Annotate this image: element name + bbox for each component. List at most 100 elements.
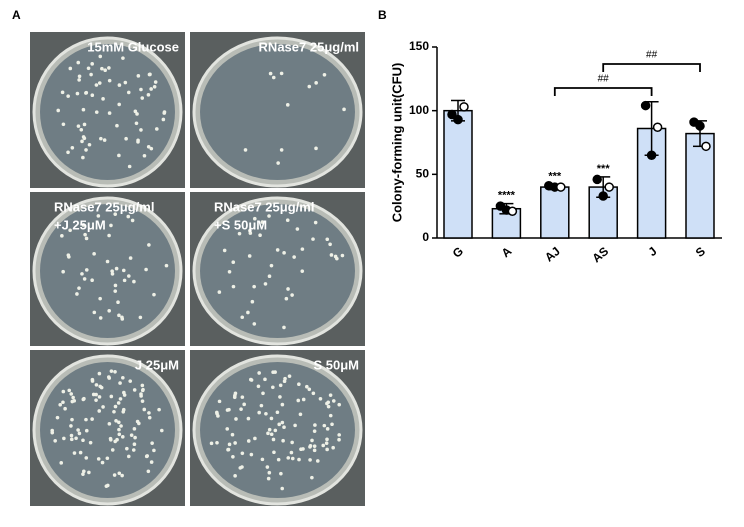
colony — [76, 428, 80, 432]
bar — [685, 132, 715, 239]
colony — [138, 315, 143, 320]
colony — [119, 424, 123, 428]
bar — [540, 186, 570, 239]
colony — [307, 84, 312, 89]
colony — [59, 461, 64, 465]
colony — [237, 231, 242, 236]
data-point — [646, 150, 657, 160]
x-tick-label: AS — [589, 244, 611, 265]
colony — [97, 409, 102, 413]
colony — [146, 469, 151, 474]
y-tick-label: 150 — [409, 39, 429, 53]
data-point — [592, 174, 602, 185]
colony — [69, 437, 74, 442]
agar — [40, 362, 175, 498]
colony — [117, 153, 121, 158]
colony — [227, 442, 232, 447]
colony — [107, 375, 111, 379]
colony — [104, 484, 109, 488]
data-point — [459, 102, 469, 112]
colony — [114, 418, 118, 423]
colony — [209, 441, 214, 446]
colony — [68, 66, 73, 71]
colony — [141, 387, 145, 392]
colony — [123, 80, 128, 85]
colony — [310, 438, 314, 443]
colony — [265, 465, 270, 469]
plate-caption: J 25μM — [135, 357, 179, 372]
colony — [107, 233, 111, 238]
colony — [263, 377, 267, 382]
colony — [266, 431, 270, 436]
data-point — [447, 109, 457, 120]
colony — [289, 450, 294, 455]
colony — [279, 148, 284, 152]
colony — [234, 417, 238, 421]
colony — [285, 218, 290, 223]
colony — [77, 78, 81, 82]
colony — [67, 255, 71, 259]
colony — [98, 54, 103, 59]
colony — [94, 110, 99, 114]
colony — [312, 429, 317, 433]
colony — [140, 96, 145, 100]
colony — [127, 164, 132, 169]
colony — [97, 371, 102, 376]
colony — [283, 376, 287, 381]
comparison-bracket — [602, 63, 701, 72]
colony — [63, 406, 67, 411]
colony — [132, 442, 137, 447]
x-tick-label: A — [499, 244, 515, 261]
colony — [77, 286, 81, 290]
colony — [70, 145, 75, 150]
colony — [97, 81, 102, 85]
bar — [443, 109, 473, 239]
colony — [108, 436, 113, 441]
colony — [233, 441, 237, 445]
colony — [92, 252, 96, 256]
colony — [117, 313, 121, 318]
colony — [253, 436, 257, 441]
colony — [227, 269, 232, 274]
colony — [276, 457, 281, 462]
colony — [84, 236, 89, 241]
colony — [275, 410, 280, 415]
colony — [117, 432, 122, 437]
colony — [249, 452, 254, 457]
colony — [107, 422, 112, 426]
colony — [69, 424, 73, 428]
colony — [132, 388, 137, 392]
colony — [53, 438, 57, 443]
colony — [324, 441, 329, 445]
colony — [257, 371, 261, 375]
colony — [147, 411, 151, 415]
colony — [267, 214, 271, 218]
colony — [148, 72, 152, 77]
colony — [67, 388, 72, 393]
colony — [278, 395, 282, 399]
colony — [82, 122, 87, 127]
colony — [80, 139, 84, 144]
colony — [116, 300, 120, 305]
colony — [94, 383, 99, 387]
colony — [252, 284, 256, 289]
colony — [69, 433, 74, 438]
colony — [61, 400, 65, 405]
colony — [90, 377, 95, 382]
colony — [276, 161, 280, 165]
colony — [328, 393, 333, 397]
colony — [84, 456, 89, 460]
colony — [248, 228, 252, 233]
colony — [297, 457, 301, 462]
colony — [325, 447, 329, 452]
colony — [117, 102, 121, 107]
colony — [126, 454, 131, 459]
colony — [90, 93, 95, 98]
colony — [152, 448, 156, 453]
comparison-label: ## — [598, 74, 610, 85]
colony — [140, 383, 145, 388]
colony — [325, 427, 330, 431]
plate-caption: RNase7 25μg/ml — [259, 39, 359, 54]
colony — [322, 72, 327, 77]
colony — [269, 416, 274, 421]
